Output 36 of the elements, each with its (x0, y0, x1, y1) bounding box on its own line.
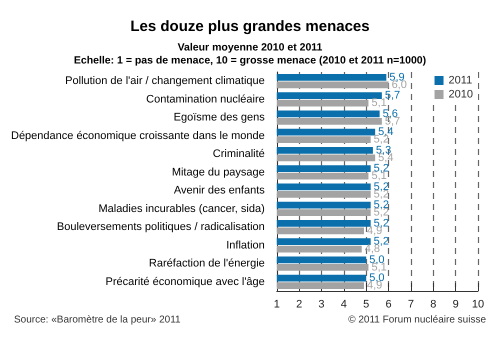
y-tick-label: Avenir des enfants (174, 184, 266, 197)
x-tick-label: 2 (296, 298, 302, 310)
y-tick-label: Raréfaction de l'énergie (148, 258, 265, 270)
legend-label: 2010 (448, 88, 474, 100)
chart-title: Les douze plus grandes menaces (130, 18, 370, 35)
y-tick-label: Contamination nucléaire (146, 93, 265, 106)
text: © 2011 Forum nucléaire suisse (348, 314, 486, 326)
data-label: 5,7 (384, 90, 400, 102)
y-tick-label: Dépendance économique croissante dans le monde (11, 130, 265, 142)
x-tick-label: 7 (408, 298, 414, 310)
x-tick-label: 5 (363, 298, 370, 310)
x-tick-label: 1 (274, 298, 280, 310)
y-tick-label: Bouleversements politiques / radicalisation (56, 221, 265, 234)
y-tick-label: Criminalité (212, 148, 265, 160)
x-tick-label: 3 (318, 298, 325, 310)
data-label: 5,2 (374, 134, 389, 146)
y-tick-label: Maladies incurables (cancer, sida) (98, 202, 265, 215)
legend-label: 2011 (448, 74, 472, 86)
x-tick-label: 6 (386, 298, 392, 310)
y-tick-label: Inflation (226, 239, 265, 252)
data-label: 5,2 (374, 206, 389, 219)
x-tick-label: 8 (430, 298, 436, 310)
chart-subtitle: Valeur moyenne 2010 et 2011 Echelle: 1 = pas de menace, 10 = grosse menace (2010 et 2011 n=1000) (74, 42, 426, 66)
y-tick-label: Pollution de l'air / changement climatique (65, 75, 265, 88)
x-tick-label: 10 (472, 298, 484, 310)
source-note: Source: «Baromètre de la peur» 2011 (14, 314, 182, 326)
data-label: 4,9 (366, 280, 382, 292)
y-tick-label: Mitage du paysage (172, 166, 265, 178)
data-label: 5,1 (371, 170, 387, 182)
y-tick-label: Précarité économique avec l'âge (106, 276, 265, 288)
data-label: 4,8 (364, 243, 380, 256)
x-tick-label: 9 (452, 298, 459, 310)
y-tick-label: Egoïsme des gens (174, 112, 266, 124)
data-label: 5,1 (371, 97, 387, 110)
x-tick-label: 4 (340, 298, 347, 310)
data-label: 5,6 (382, 108, 398, 120)
